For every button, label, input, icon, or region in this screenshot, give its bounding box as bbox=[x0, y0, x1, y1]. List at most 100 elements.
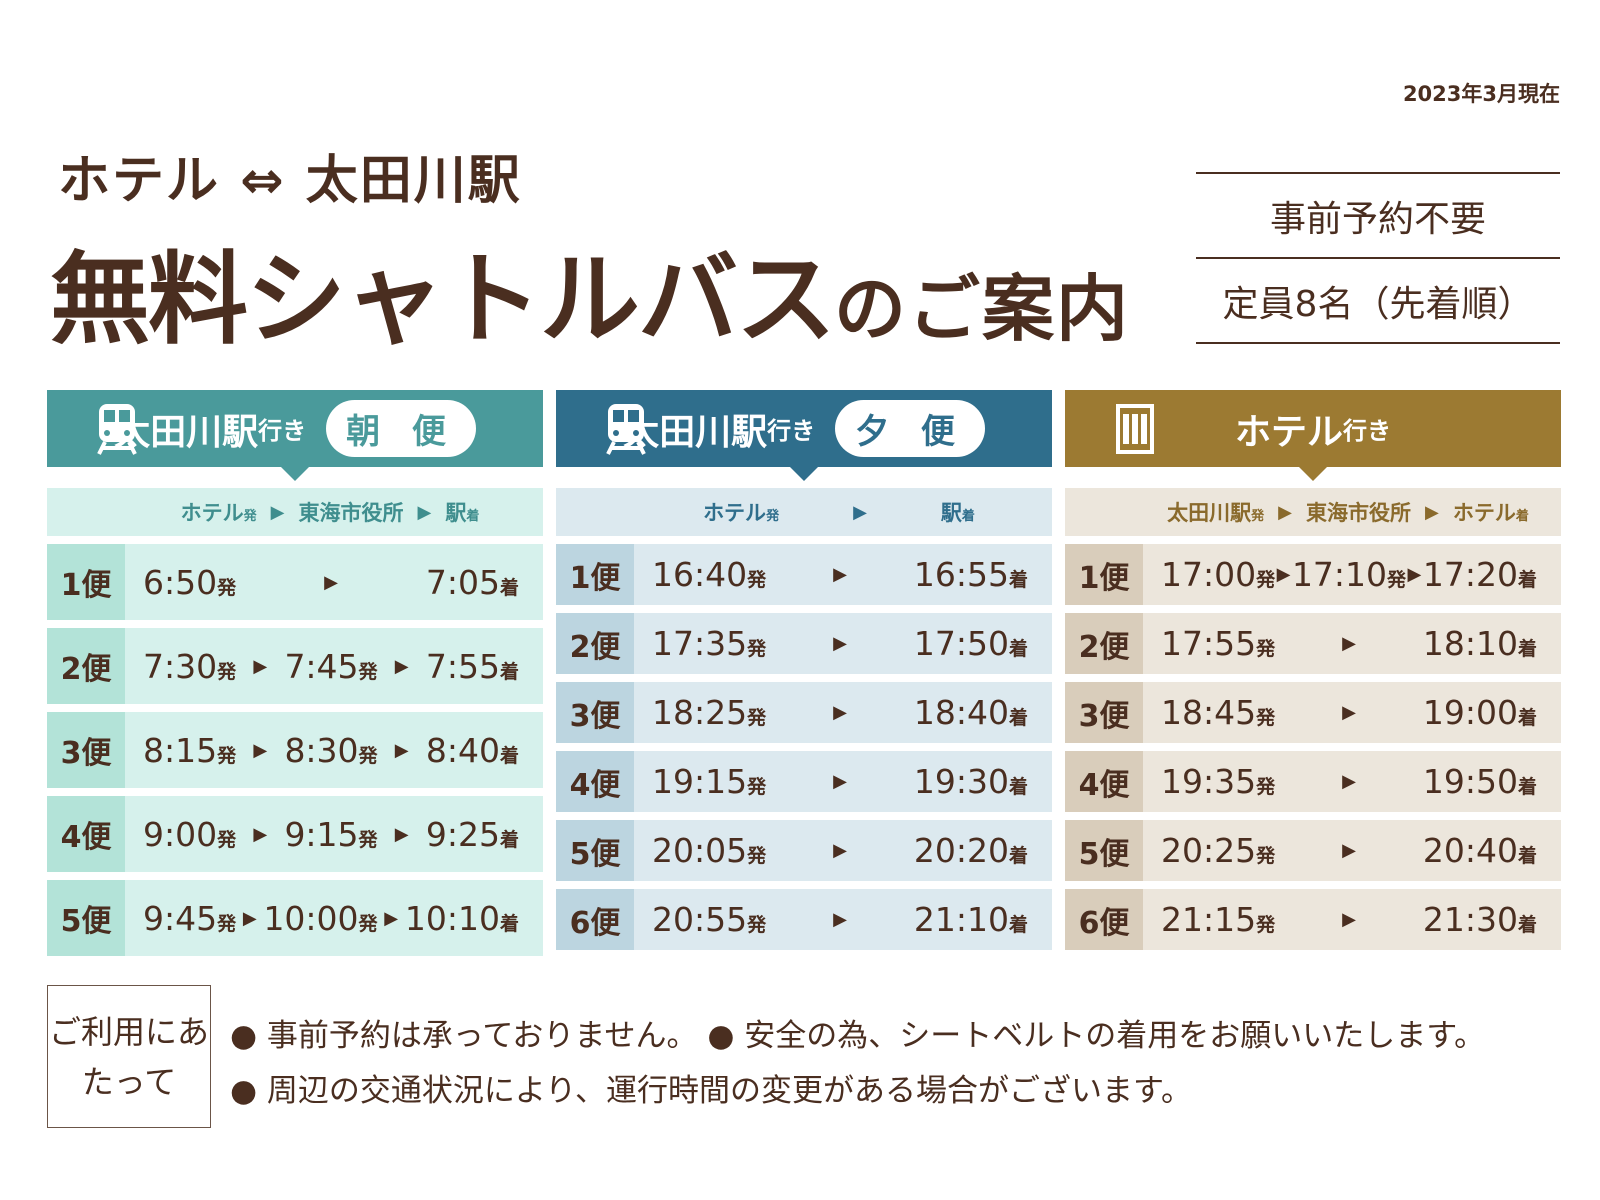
arrival-time: 7:05着 bbox=[425, 562, 519, 602]
departure-time: 20:05発 bbox=[652, 831, 767, 870]
notes-label: ご利用にあたって bbox=[47, 985, 211, 1128]
trip-number: 1便 bbox=[1065, 544, 1143, 605]
table-row: 3便 18:25発 ▶ 18:40着 bbox=[556, 682, 1052, 743]
arrival-time: 16:55着 bbox=[913, 555, 1028, 594]
note-line-2: ● 周辺の交通状況により、運行時間の変更がある場合がございます。 bbox=[230, 1073, 1192, 1109]
arrow-icon: ▶ bbox=[417, 501, 432, 523]
stops-header: ホテル発 ▶ 東海市役所 ▶ 駅着 bbox=[47, 488, 543, 536]
arrow-icon: ▶ bbox=[394, 739, 409, 761]
via-time: 17:10発 bbox=[1291, 555, 1407, 594]
arrival-time: 20:20着 bbox=[913, 831, 1028, 870]
stop-name: 駅着 bbox=[445, 501, 480, 525]
arrival-time: 19:30着 bbox=[913, 762, 1028, 801]
trip-number: 1便 bbox=[47, 544, 125, 620]
trip-number: 2便 bbox=[47, 628, 125, 704]
arrow-icon: ▶ bbox=[1278, 501, 1292, 523]
stop-name: 東海市役所 bbox=[1306, 501, 1411, 525]
departure-time: 20:25発 bbox=[1161, 831, 1276, 870]
note-line-1: ● 事前予約は承っておりません。 ● 安全の為、シートベルトの着用をお願いいたし… bbox=[230, 1018, 1486, 1054]
destination-suffix: 行き bbox=[1343, 417, 1391, 445]
as-of-date: 2023年3月現在 bbox=[1402, 82, 1560, 106]
arrow-icon: ▶ bbox=[1342, 633, 1356, 654]
departure-time: 19:35発 bbox=[1161, 762, 1276, 801]
table-row: 2便 17:35発 ▶ 17:50着 bbox=[556, 613, 1052, 674]
arrow-icon: ▶ bbox=[253, 823, 268, 845]
hotel-building-icon bbox=[1113, 402, 1157, 456]
stop-name: ホテル着 bbox=[1452, 501, 1529, 525]
departure-time: 8:15発 bbox=[143, 730, 237, 770]
destination: 太田川駅 bbox=[623, 411, 768, 453]
departure-time: 6:50発 bbox=[143, 562, 237, 602]
table-row: 5便 20:05発 ▶ 20:20着 bbox=[556, 820, 1052, 881]
table-row: 1便 16:40発 ▶ 16:55着 bbox=[556, 544, 1052, 605]
table-row: 5便 9:45発 ▶ 10:00発 ▶ 10:10着 bbox=[47, 880, 543, 956]
notes-label-text: ご利用にあたって bbox=[48, 1012, 209, 1101]
arrow-icon: ▶ bbox=[1425, 501, 1439, 523]
arrival-time: 10:10着 bbox=[404, 898, 519, 938]
via-time: 10:00発 bbox=[263, 898, 378, 938]
arrow-icon: ▶ bbox=[384, 907, 399, 929]
arrival-time: 21:30着 bbox=[1422, 900, 1537, 939]
stop-name: ホテル発 bbox=[703, 501, 780, 525]
table-row: 1便 17:00発 ▶ 17:10発 ▶ 17:20着 bbox=[1065, 544, 1561, 605]
table-row: 3便 18:45発 ▶ 19:00着 bbox=[1065, 682, 1561, 743]
via-time: 9:15発 bbox=[284, 814, 378, 854]
arrow-icon: ▶ bbox=[1342, 840, 1356, 861]
stop-name: 東海市役所 bbox=[298, 501, 404, 525]
trip-number: 1便 bbox=[556, 544, 634, 605]
trip-number: 3便 bbox=[1065, 682, 1143, 743]
departure-time: 17:55発 bbox=[1161, 624, 1276, 663]
departure-time: 17:35発 bbox=[652, 624, 767, 663]
trip-number: 4便 bbox=[1065, 751, 1143, 812]
departure-time: 19:15発 bbox=[652, 762, 767, 801]
page-title: 無料シャトルバスのご案内 bbox=[50, 218, 1130, 363]
timetable-hotel: ホテル 行き 太田川駅発 ▶ 東海市役所 ▶ ホテル着 1便 17:00発 ▶ 17:10発… bbox=[1065, 390, 1561, 950]
trip-number: 6便 bbox=[556, 889, 634, 950]
capacity-note: 定員8名（先着順） bbox=[1196, 259, 1560, 344]
arrival-time: 19:00着 bbox=[1422, 693, 1537, 732]
arrow-icon: ▶ bbox=[394, 655, 409, 677]
title-main: 無料シャトルバス bbox=[50, 241, 836, 358]
arrow-icon: ▶ bbox=[833, 564, 847, 585]
title-small: のご案内 bbox=[834, 267, 1131, 351]
trip-number: 3便 bbox=[556, 682, 634, 743]
departure-time: 18:25発 bbox=[652, 693, 767, 732]
table-row: 3便 8:15発 ▶ 8:30発 ▶ 8:40着 bbox=[47, 712, 543, 788]
train-icon bbox=[604, 402, 648, 456]
arrow-icon: ▶ bbox=[1407, 564, 1422, 585]
arrival-time: 20:40着 bbox=[1422, 831, 1537, 870]
arrow-icon: ▶ bbox=[253, 655, 268, 677]
table-row: 2便 17:55発 ▶ 18:10着 bbox=[1065, 613, 1561, 674]
trip-number: 6便 bbox=[1065, 889, 1143, 950]
trip-number: 4便 bbox=[556, 751, 634, 812]
departure-time: 9:00発 bbox=[143, 814, 237, 854]
destination: 太田川駅 bbox=[114, 411, 259, 453]
info-box: 事前予約不要 定員8名（先着順） bbox=[1196, 172, 1560, 344]
arrow-icon: ▶ bbox=[1342, 909, 1356, 930]
table-row: 6便 21:15発 ▶ 21:30着 bbox=[1065, 889, 1561, 950]
departure-time: 9:45発 bbox=[143, 898, 237, 938]
arrow-icon: ▶ bbox=[833, 771, 847, 792]
table-header: 太田川駅 行き 朝 便 bbox=[47, 390, 543, 481]
arrival-time: 18:40着 bbox=[913, 693, 1028, 732]
arrival-time: 21:10着 bbox=[913, 900, 1028, 939]
table-header: 太田川駅 行き 夕 便 bbox=[556, 390, 1052, 481]
departure-time: 7:30発 bbox=[143, 646, 237, 686]
arrival-time: 8:40着 bbox=[425, 730, 519, 770]
route-subtitle: ホテル ⇔ 太田川駅 bbox=[58, 151, 522, 211]
departure-time: 16:40発 bbox=[652, 555, 767, 594]
arrow-icon: ▶ bbox=[324, 571, 338, 593]
trip-number: 5便 bbox=[47, 880, 125, 956]
table-row: 6便 20:55発 ▶ 21:10着 bbox=[556, 889, 1052, 950]
stops-header: 太田川駅発 ▶ 東海市役所 ▶ ホテル着 bbox=[1065, 488, 1561, 536]
arrival-time: 17:20着 bbox=[1422, 555, 1537, 594]
trip-number: 3便 bbox=[47, 712, 125, 788]
departure-time: 21:15発 bbox=[1161, 900, 1276, 939]
table-row: 2便 7:30発 ▶ 7:45発 ▶ 7:55着 bbox=[47, 628, 543, 704]
stops-header: ホテル発 ▶ 駅着 bbox=[556, 488, 1052, 536]
arrival-time: 19:50着 bbox=[1422, 762, 1537, 801]
arrow-icon: ▶ bbox=[270, 501, 285, 523]
stop-name: 太田川駅発 bbox=[1167, 501, 1265, 525]
trip-number: 2便 bbox=[556, 613, 634, 674]
arrow-icon: ▶ bbox=[833, 633, 847, 654]
